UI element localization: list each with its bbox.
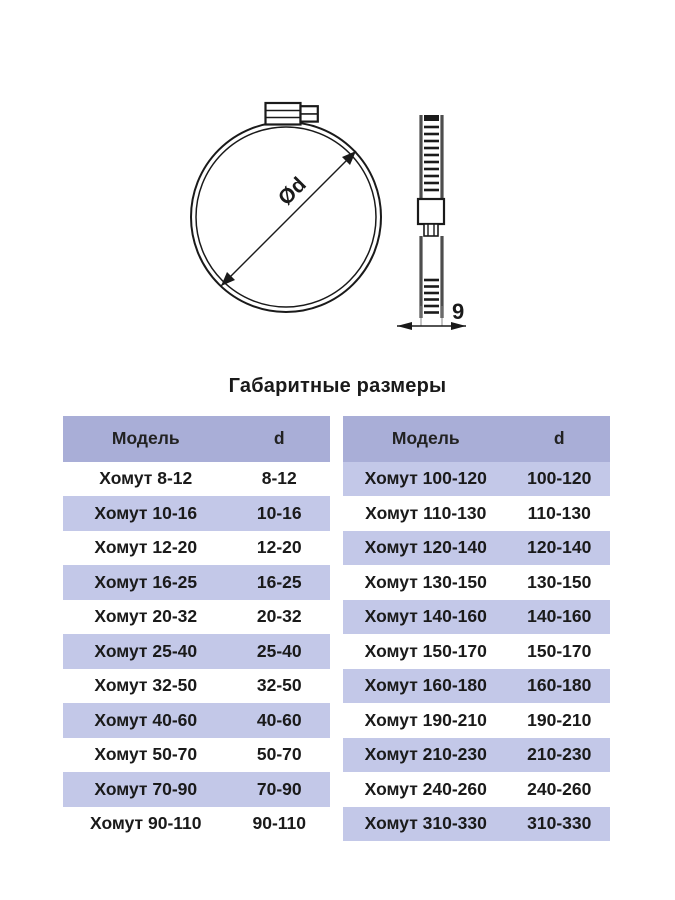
svg-text:Ød: Ød — [274, 173, 311, 210]
svg-text:9: 9 — [452, 299, 464, 324]
